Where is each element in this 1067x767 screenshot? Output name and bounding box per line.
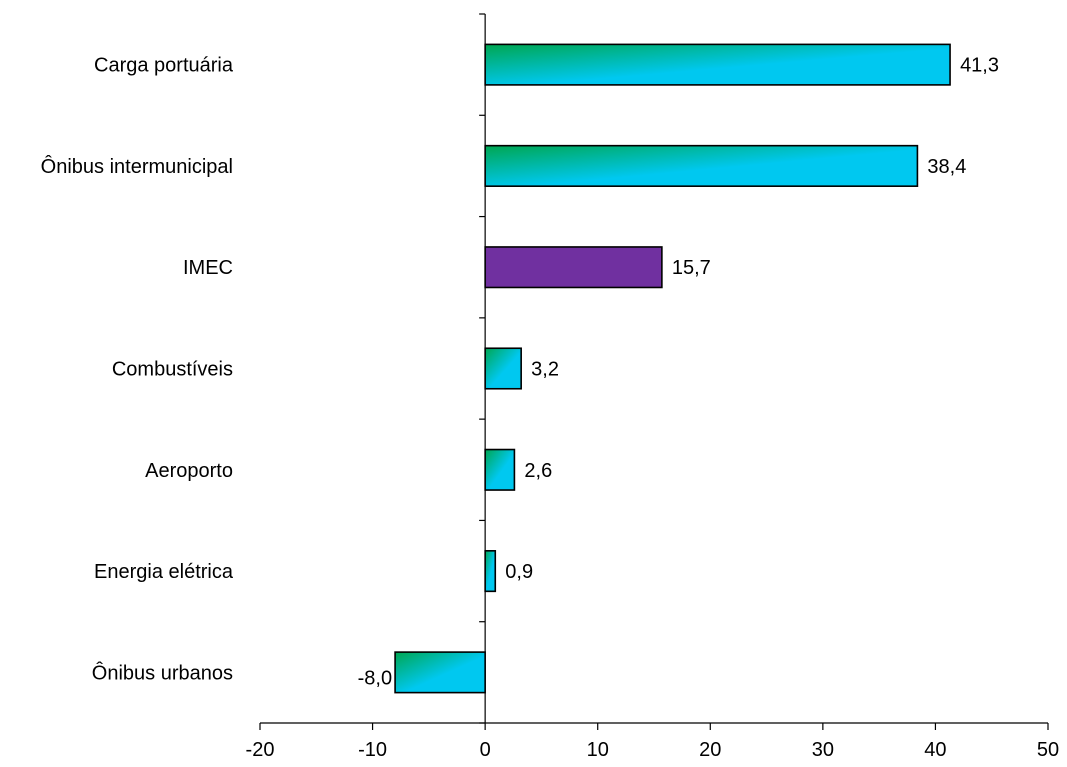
category-label: Aeroporto <box>145 460 233 482</box>
value-label: 38,4 <box>927 156 966 178</box>
value-tick-label: 20 <box>699 739 721 761</box>
value-tick-label: -20 <box>246 739 275 761</box>
category-label: Ônibus intermunicipal <box>41 155 233 178</box>
category-label: Energia elétrica <box>94 561 234 583</box>
category-label: Ônibus urbanos <box>92 661 233 684</box>
category-label: IMEC <box>183 257 233 279</box>
bar <box>484 246 663 289</box>
bar <box>484 43 951 86</box>
value-tick-label: 50 <box>1037 739 1059 761</box>
bar <box>484 448 516 491</box>
value-tick-label: 30 <box>812 739 834 761</box>
category-label: Combustíveis <box>112 359 233 381</box>
value-label: -8,0 <box>358 667 392 689</box>
bar <box>484 144 919 187</box>
value-tick-label: 10 <box>587 739 609 761</box>
bar <box>394 651 486 694</box>
value-label: 2,6 <box>524 460 552 482</box>
value-axis: -20 -10 0 10 20 30 40 50 <box>246 722 1059 761</box>
labels-group: Carga portuária 41,3 Ônibus intermunicipal… <box>41 55 999 690</box>
category-axis <box>479 13 486 724</box>
bars-group <box>394 43 951 694</box>
bar <box>484 347 522 390</box>
category-label: Carga portuária <box>94 55 234 77</box>
value-tick-label: 40 <box>924 739 946 761</box>
value-label: 0,9 <box>505 561 533 583</box>
value-label: 15,7 <box>672 257 711 279</box>
value-tick-label: -10 <box>358 739 387 761</box>
bar <box>484 550 497 593</box>
value-tick-label: 0 <box>480 739 491 761</box>
value-label: 3,2 <box>531 359 559 381</box>
value-label: 41,3 <box>960 55 999 77</box>
